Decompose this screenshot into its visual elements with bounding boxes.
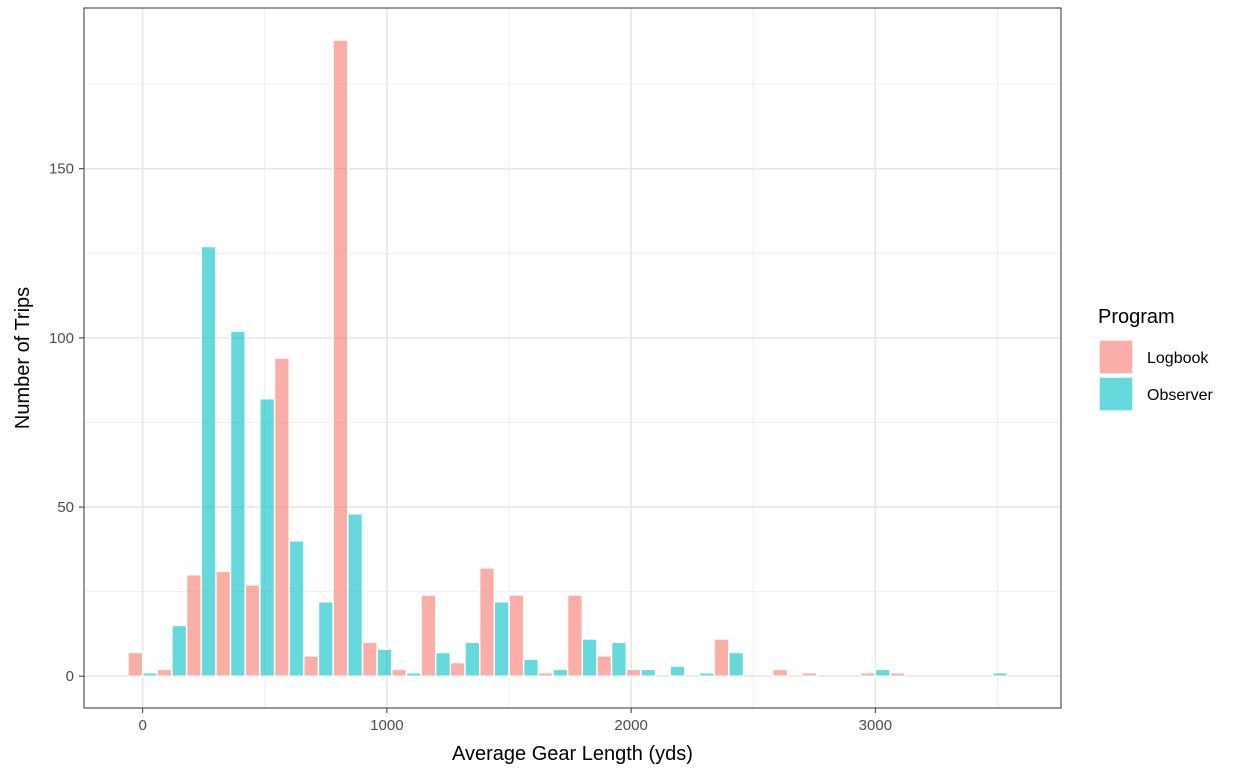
bar-logbook [537,672,554,677]
bar-logbook [185,574,202,677]
x-tick-label: 0 [138,717,146,734]
x-tick-label: 2000 [614,717,647,734]
bar-logbook [508,594,525,677]
bar-observer [317,601,334,677]
bar-observer [522,658,540,677]
bar-logbook [156,668,173,677]
bar-observer [171,624,188,677]
x-tick-label: 1000 [370,717,403,734]
bar-observer [200,245,217,677]
bar-observer [728,651,745,677]
bar-observer [141,672,158,677]
bar-observer [581,638,598,677]
bar-logbook [566,594,583,677]
bar-observer [669,665,686,677]
bar-observer [376,648,393,677]
bar-logbook [244,584,261,677]
bar-observer [640,668,657,677]
legend-label-logbook: Logbook [1147,350,1209,367]
plot-panel-border [83,7,1062,709]
bar-logbook [391,668,408,677]
x-axis-title: Average Gear Length (yds) [452,743,693,765]
legend-key-observer [1098,376,1134,412]
y-tick-label: 0 [66,668,74,685]
bar-logbook [860,672,877,677]
bar-logbook [273,357,290,677]
bar-logbook [215,570,232,677]
bar-logbook [449,661,466,677]
bar-observer [610,641,627,677]
bar-observer [405,672,422,677]
bar-logbook [596,655,613,677]
bar-logbook [478,567,496,677]
bar-observer [991,672,1008,677]
axis-ticks: 0 1000 2000 3000 0 50 100 150 [49,161,892,734]
bar-logbook [361,641,378,677]
bar-observer [698,672,715,677]
bar-observer [874,668,891,677]
bars [127,39,1008,677]
bar-observer [229,330,246,677]
bar-observer [552,668,569,677]
bar-observer [347,513,364,677]
bar-observer [493,601,510,677]
bar-observer [435,651,452,677]
bar-logbook [801,672,818,677]
bar-logbook [713,638,730,677]
bar-observer [288,540,305,677]
bar-logbook [303,655,320,677]
bar-observer [464,641,481,677]
legend-title: Program [1098,306,1175,328]
y-tick-label: 150 [49,161,74,178]
bar-logbook [889,672,906,677]
bar-observer [259,398,276,677]
y-tick-label: 50 [57,499,74,516]
x-tick-label: 3000 [859,717,892,734]
y-axis-title: Number of Trips [12,287,34,429]
legend: Program Logbook Observer [1098,306,1213,412]
bar-logbook [772,668,789,677]
bar-logbook [332,39,349,677]
bar-logbook [127,651,144,677]
y-tick-label: 100 [49,330,74,347]
legend-label-observer: Observer [1147,387,1213,404]
legend-key-logbook [1098,339,1134,375]
bar-logbook [625,668,642,677]
bar-logbook [420,594,437,677]
